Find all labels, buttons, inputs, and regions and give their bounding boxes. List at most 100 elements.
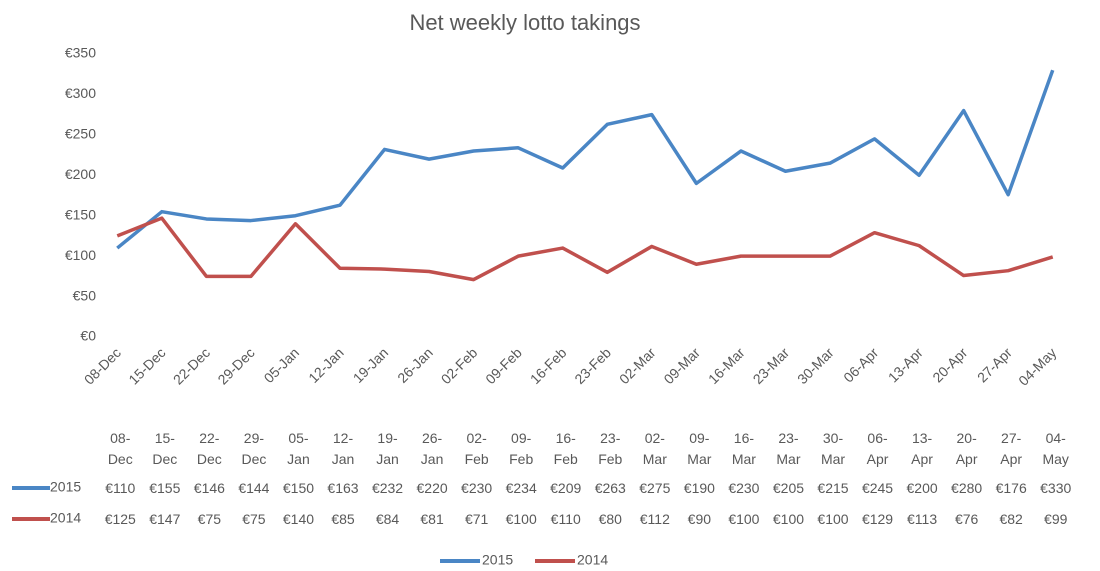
table-header: 16-Feb: [553, 430, 578, 467]
y-tick-label: €150: [65, 206, 96, 222]
table-value: €110: [105, 480, 136, 496]
table-value: €205: [772, 480, 805, 496]
table-value: €245: [861, 480, 894, 496]
table-value: €146: [193, 480, 225, 496]
y-tick-label: €250: [65, 126, 96, 142]
x-tick-label: 20-Apr: [929, 344, 970, 385]
table-header: 09-Mar: [687, 430, 712, 467]
table-value: €100: [728, 511, 760, 527]
x-tick-label: 16-Mar: [705, 344, 748, 387]
series-line: [116, 216, 1054, 282]
table-value: €200: [906, 480, 938, 496]
table-header: 27-Apr: [1000, 430, 1023, 467]
x-tick-label: 30-Mar: [794, 344, 837, 387]
table-header: 29-Dec: [241, 430, 267, 467]
x-tick-label: 04-May: [1015, 344, 1059, 388]
table-value: €99: [1044, 511, 1068, 527]
x-tick-label: 29-Dec: [214, 344, 257, 387]
series-line: [116, 69, 1055, 250]
table-value: €230: [728, 480, 760, 496]
table-value: €110: [550, 511, 581, 527]
table-header: 20-Apr: [955, 430, 978, 467]
table-value: €75: [197, 511, 222, 527]
table-value: €234: [505, 480, 537, 496]
x-tick-label: 23-Mar: [750, 344, 793, 387]
table-value: €85: [331, 511, 355, 527]
x-tick-label: 09-Mar: [660, 344, 703, 387]
table-value: €155: [149, 480, 181, 496]
table-header: 08-Dec: [107, 430, 133, 467]
table-value: €232: [371, 480, 404, 496]
table-header: 02-Feb: [464, 430, 489, 467]
table-value: €80: [598, 511, 622, 527]
x-tick-label: 06-Apr: [840, 344, 881, 385]
table-value: €82: [999, 511, 1023, 527]
legend-label: 2014: [577, 552, 608, 568]
table-header: 19-Jan: [376, 430, 399, 467]
table-header: 04-May: [1042, 430, 1069, 467]
table-value: €275: [639, 480, 671, 496]
table-header: 16-Mar: [731, 430, 756, 467]
table-value: €144: [238, 480, 270, 496]
table-value: €150: [282, 480, 315, 496]
table-value: €71: [464, 511, 489, 527]
x-tick-label: 09-Feb: [482, 344, 525, 387]
table-value: €215: [817, 480, 849, 496]
table-header: 23-Mar: [776, 430, 801, 467]
y-tick-label: €200: [65, 166, 96, 182]
y-tick-label: €300: [65, 85, 96, 101]
x-tick-label: 15-Dec: [125, 344, 168, 387]
table-value: €209: [550, 480, 582, 496]
table-value: €76: [954, 511, 979, 527]
x-tick-label: 13-Apr: [885, 344, 926, 385]
table-value: €100: [505, 511, 537, 527]
table-row-label: 2015: [50, 479, 81, 495]
table-value: €230: [461, 480, 493, 496]
x-tick-label: 22-Dec: [170, 344, 213, 387]
table-value: €75: [242, 511, 266, 527]
table-header: 15-Dec: [152, 430, 178, 467]
table-value: €113: [907, 511, 938, 527]
x-tick-label: 05-Jan: [261, 344, 303, 386]
table-header: 22-Dec: [196, 430, 222, 467]
x-tick-label: 12-Jan: [305, 344, 347, 386]
table-header: 30-Mar: [820, 430, 846, 467]
x-tick-label: 27-Apr: [974, 344, 1015, 385]
table-header: 12-Jan: [331, 430, 355, 467]
table-value: €176: [995, 480, 1027, 496]
table-value: €129: [861, 511, 894, 527]
table-value: €263: [594, 480, 626, 496]
table-value: €220: [416, 480, 448, 496]
table-value: €112: [639, 511, 670, 527]
table-value: €147: [149, 511, 181, 527]
y-tick-label: €50: [73, 287, 97, 303]
table-value: €190: [683, 480, 715, 496]
x-tick-label: 23-Feb: [571, 344, 614, 387]
x-tick-label: 26-Jan: [394, 344, 436, 386]
x-tick-label: 16-Feb: [527, 344, 570, 387]
y-tick-label: €350: [65, 45, 96, 61]
y-tick-label: €100: [65, 247, 96, 263]
table-value: €100: [772, 511, 805, 527]
x-tick-label: 02-Feb: [438, 344, 481, 387]
x-tick-label: 02-Mar: [616, 344, 659, 387]
table-value: €81: [420, 511, 444, 527]
x-tick-label: 08-Dec: [81, 344, 124, 387]
chart-title: Net weekly lotto takings: [409, 10, 640, 35]
table-row-label: 2014: [50, 510, 81, 526]
x-tick-label: 19-Jan: [350, 344, 392, 386]
y-tick-label: €0: [80, 328, 96, 344]
table-value: €90: [687, 511, 712, 527]
table-header: 06-Apr: [866, 430, 889, 467]
table-header: 26-Jan: [420, 430, 444, 467]
table-value: €330: [1040, 480, 1072, 496]
table-value: €140: [282, 511, 315, 527]
table-header: 23-Feb: [598, 430, 623, 467]
legend-label: 2015: [482, 552, 513, 568]
table-header: 02-Mar: [642, 430, 667, 467]
table-header: 13-Apr: [911, 430, 933, 467]
table-value: €84: [375, 511, 400, 527]
table-value: €163: [327, 480, 359, 496]
